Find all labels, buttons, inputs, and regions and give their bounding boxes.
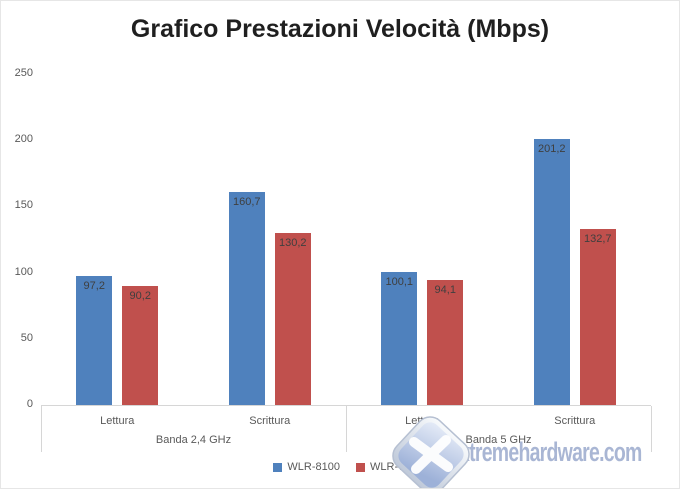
wlr-7100-bar-scrittura-3: 132,7 — [579, 229, 616, 405]
legend-item-wlr-8100: WLR-8100 — [273, 461, 340, 473]
category-label-scrittura-1: Scrittura — [249, 415, 291, 427]
bar-value-label: 94,1 — [434, 284, 456, 297]
legend-label-wlr-8100: WLR-8100 — [287, 461, 340, 473]
bar-value-label: 90,2 — [129, 289, 151, 302]
group-label-banda-5-ghz: Banda 5 GHz — [465, 434, 532, 446]
category-divider-right — [651, 406, 652, 452]
bar-value-label: 130,2 — [278, 236, 307, 249]
watermark-text: xtremehardware.com — [459, 437, 642, 467]
group-label-banda-2-4-ghz: Banda 2,4 GHz — [155, 434, 232, 446]
legend-swatch-wlr-7100 — [356, 462, 365, 472]
category-divider-left — [41, 406, 42, 452]
wlr-7100-bar-lettura-0: 90,2 — [122, 285, 159, 405]
y-axis-tick-150: 150 — [14, 199, 33, 212]
category-label-scrittura-3: Scrittura — [554, 415, 596, 427]
bar-value-label: 97,2 — [83, 280, 105, 293]
wlr-8100-bar-scrittura-3: 201,2 — [533, 138, 570, 405]
category-label-lettura-0: Lettura — [100, 415, 135, 427]
wlr-8100-bar-scrittura-1: 160,7 — [228, 192, 265, 405]
y-axis-tick-200: 200 — [14, 133, 33, 146]
category-divider-middle — [346, 406, 347, 452]
y-axis-tick-0: 0 — [26, 398, 33, 410]
bar-value-label: 100,1 — [385, 276, 414, 289]
y-axis-tick-100: 100 — [14, 265, 33, 278]
xtremehardware-key-logo-icon — [392, 416, 470, 488]
y-axis-tick-250: 250 — [14, 67, 33, 79]
x-axis-line — [41, 405, 651, 406]
y-axis-tick-50: 50 — [20, 331, 33, 344]
bar-value-label: 201,2 — [537, 142, 566, 155]
bar-value-label: 132,7 — [583, 233, 612, 246]
wlr-7100-bar-lettura-2: 94,1 — [427, 280, 464, 405]
wlr-8100-bar-lettura-0: 97,2 — [76, 276, 113, 405]
chart-title: Grafico Prestazioni Velocità (Mbps) — [130, 15, 550, 43]
wlr-8100-bar-lettura-2: 100,1 — [381, 272, 418, 405]
wlr-7100-bar-scrittura-1: 130,2 — [274, 232, 311, 405]
legend-swatch-wlr-8100 — [273, 462, 283, 472]
bar-value-label: 160,7 — [232, 196, 261, 209]
